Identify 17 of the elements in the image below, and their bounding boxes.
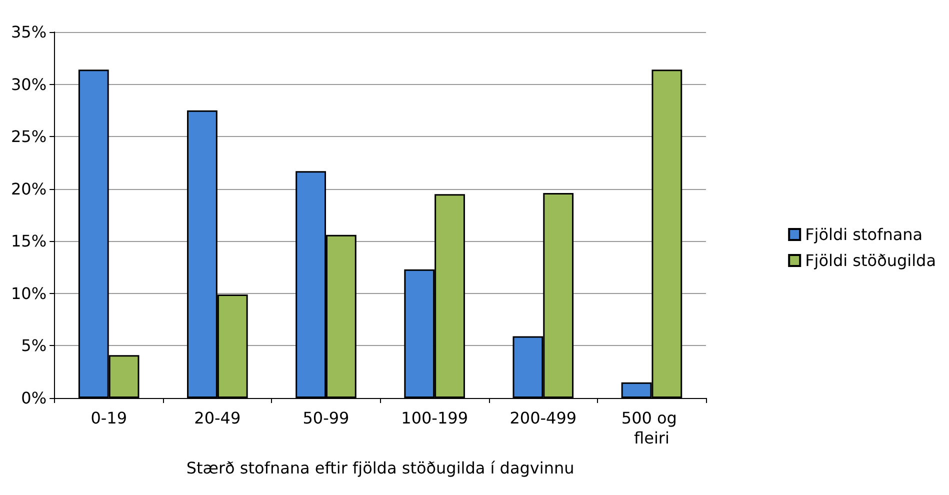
- y-tick-label: 35%: [11, 22, 47, 42]
- x-tick-label: 20-49: [194, 408, 241, 428]
- y-tick-label: 25%: [11, 127, 47, 146]
- legend-label: Fjöldi stofnana: [805, 225, 923, 244]
- x-tick-label: 0-19: [90, 408, 128, 428]
- y-tick-label: 20%: [11, 179, 47, 198]
- y-tick-label: 0%: [21, 388, 47, 408]
- x-tick-label: 100-199: [401, 408, 468, 428]
- x-tick-label: 200-499: [510, 408, 577, 428]
- x-axis-title: Stærð stofnana eftir fjölda stöðugilda í dagvinnu: [186, 458, 574, 478]
- y-tick-label: 15%: [11, 232, 47, 251]
- y-tick-label: 30%: [11, 74, 47, 94]
- y-tick-label: 5%: [21, 336, 47, 356]
- y-tick-label: 10%: [11, 284, 47, 303]
- x-tick-label: 50-99: [302, 408, 350, 428]
- x-tick-label: 500 og fleiri: [621, 408, 682, 448]
- legend-label: Fjöldi stöðugilda: [805, 251, 936, 270]
